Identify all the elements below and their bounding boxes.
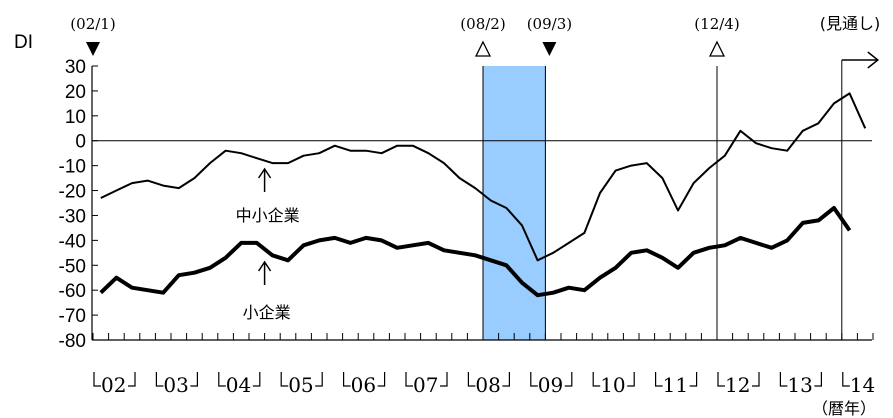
x-tick-label: 11 — [655, 372, 698, 397]
x-tick-text: 14 — [850, 373, 875, 397]
y-tick-label: -40 — [59, 231, 86, 252]
x-bracket-right — [814, 372, 822, 387]
turning-point-label: (02/1) — [70, 15, 115, 33]
x-bracket-left — [218, 372, 226, 387]
x-bracket-right — [252, 372, 261, 387]
x-bracket-left — [155, 372, 164, 387]
x-tick-text: 09 — [538, 373, 563, 397]
x-tick-label: 12 — [717, 372, 760, 397]
turning-point-label: (09/3) — [527, 15, 572, 33]
x-bracket-right — [752, 372, 760, 387]
x-bracket-right — [689, 372, 698, 387]
y-tick-label: 0 — [75, 132, 86, 153]
x-tick-label: 05 — [280, 372, 323, 397]
x-bracket-left — [779, 372, 788, 387]
x-tick-text: 08 — [475, 373, 500, 397]
y-tick-label: -60 — [59, 281, 86, 302]
x-bracket-left — [93, 372, 101, 387]
x-bracket-left — [405, 372, 413, 387]
x-tick-label: 13 — [779, 372, 822, 397]
x-bracket-right — [315, 372, 323, 387]
annotation-arrow-head — [257, 167, 272, 179]
x-bracket-right — [190, 372, 198, 387]
forecast-arrow-head — [867, 51, 880, 69]
x-tick-text: 06 — [351, 373, 376, 397]
x-tick-text: 10 — [600, 373, 625, 397]
shaded-period — [483, 66, 546, 340]
x-bracket-right — [128, 372, 136, 387]
y-tick-label: 10 — [65, 107, 86, 128]
x-bracket-left — [592, 372, 601, 387]
x-bracket-left — [842, 372, 850, 387]
y-tick-label: -80 — [59, 331, 86, 352]
turning-point-label: (12/4) — [694, 15, 739, 33]
annotation-label: 小企業 — [243, 303, 291, 322]
annotation-label: 中小企業 — [236, 206, 300, 225]
annotation-arrow-head — [257, 260, 272, 272]
x-tick-text: 02 — [101, 373, 126, 397]
x-bracket-left — [280, 372, 289, 387]
x-tick-label: 07 — [405, 372, 448, 397]
x-bracket-right — [564, 372, 573, 387]
trough-marker — [542, 42, 557, 56]
x-tick-text: 07 — [413, 373, 438, 397]
y-tick-label: -70 — [59, 306, 86, 327]
x-tick-label: 03 — [155, 372, 198, 397]
y-tick-label: -10 — [59, 157, 86, 178]
x-bracket-left — [343, 372, 351, 387]
x-tick-label: 04 — [218, 372, 261, 397]
x-bracket-right — [440, 372, 448, 387]
x-bracket-left — [467, 372, 476, 387]
x-axis-title: （暦年） — [812, 399, 876, 418]
x-tick-text: 12 — [725, 373, 750, 397]
x-tick-label: 09 — [530, 372, 573, 397]
x-tick-label: 10 — [592, 372, 635, 397]
y-tick-label: -30 — [59, 206, 86, 227]
y-axis-title: DI — [14, 32, 33, 53]
x-bracket-left — [655, 372, 663, 387]
x-tick-label: 06 — [343, 372, 386, 397]
x-tick-text: 11 — [663, 373, 688, 397]
x-bracket-left — [717, 372, 725, 387]
x-bracket-right — [377, 372, 386, 387]
peak-marker — [708, 40, 726, 57]
y-tick-label: -50 — [59, 256, 86, 277]
x-tick-label: 14 — [842, 372, 875, 397]
x-tick-label: 02 — [93, 372, 136, 397]
forecast-label: (見通し) — [820, 14, 881, 33]
turning-point-label: (08/2) — [460, 15, 505, 33]
x-tick-text: 13 — [787, 373, 812, 397]
series-line — [100, 92, 867, 262]
x-tick-text: 03 — [163, 373, 188, 397]
y-tick-label: -20 — [59, 182, 86, 203]
x-bracket-left — [530, 372, 538, 387]
x-tick-text: 04 — [226, 373, 251, 397]
y-tick-label: 30 — [65, 57, 86, 78]
x-bracket-right — [502, 372, 510, 387]
y-tick-label: 20 — [65, 82, 86, 103]
series-line — [99, 206, 852, 298]
x-tick-label: 08 — [467, 372, 510, 397]
peak-marker — [474, 40, 492, 57]
x-bracket-right — [627, 372, 635, 387]
x-tick-text: 05 — [288, 373, 313, 397]
trough-marker — [86, 42, 100, 56]
